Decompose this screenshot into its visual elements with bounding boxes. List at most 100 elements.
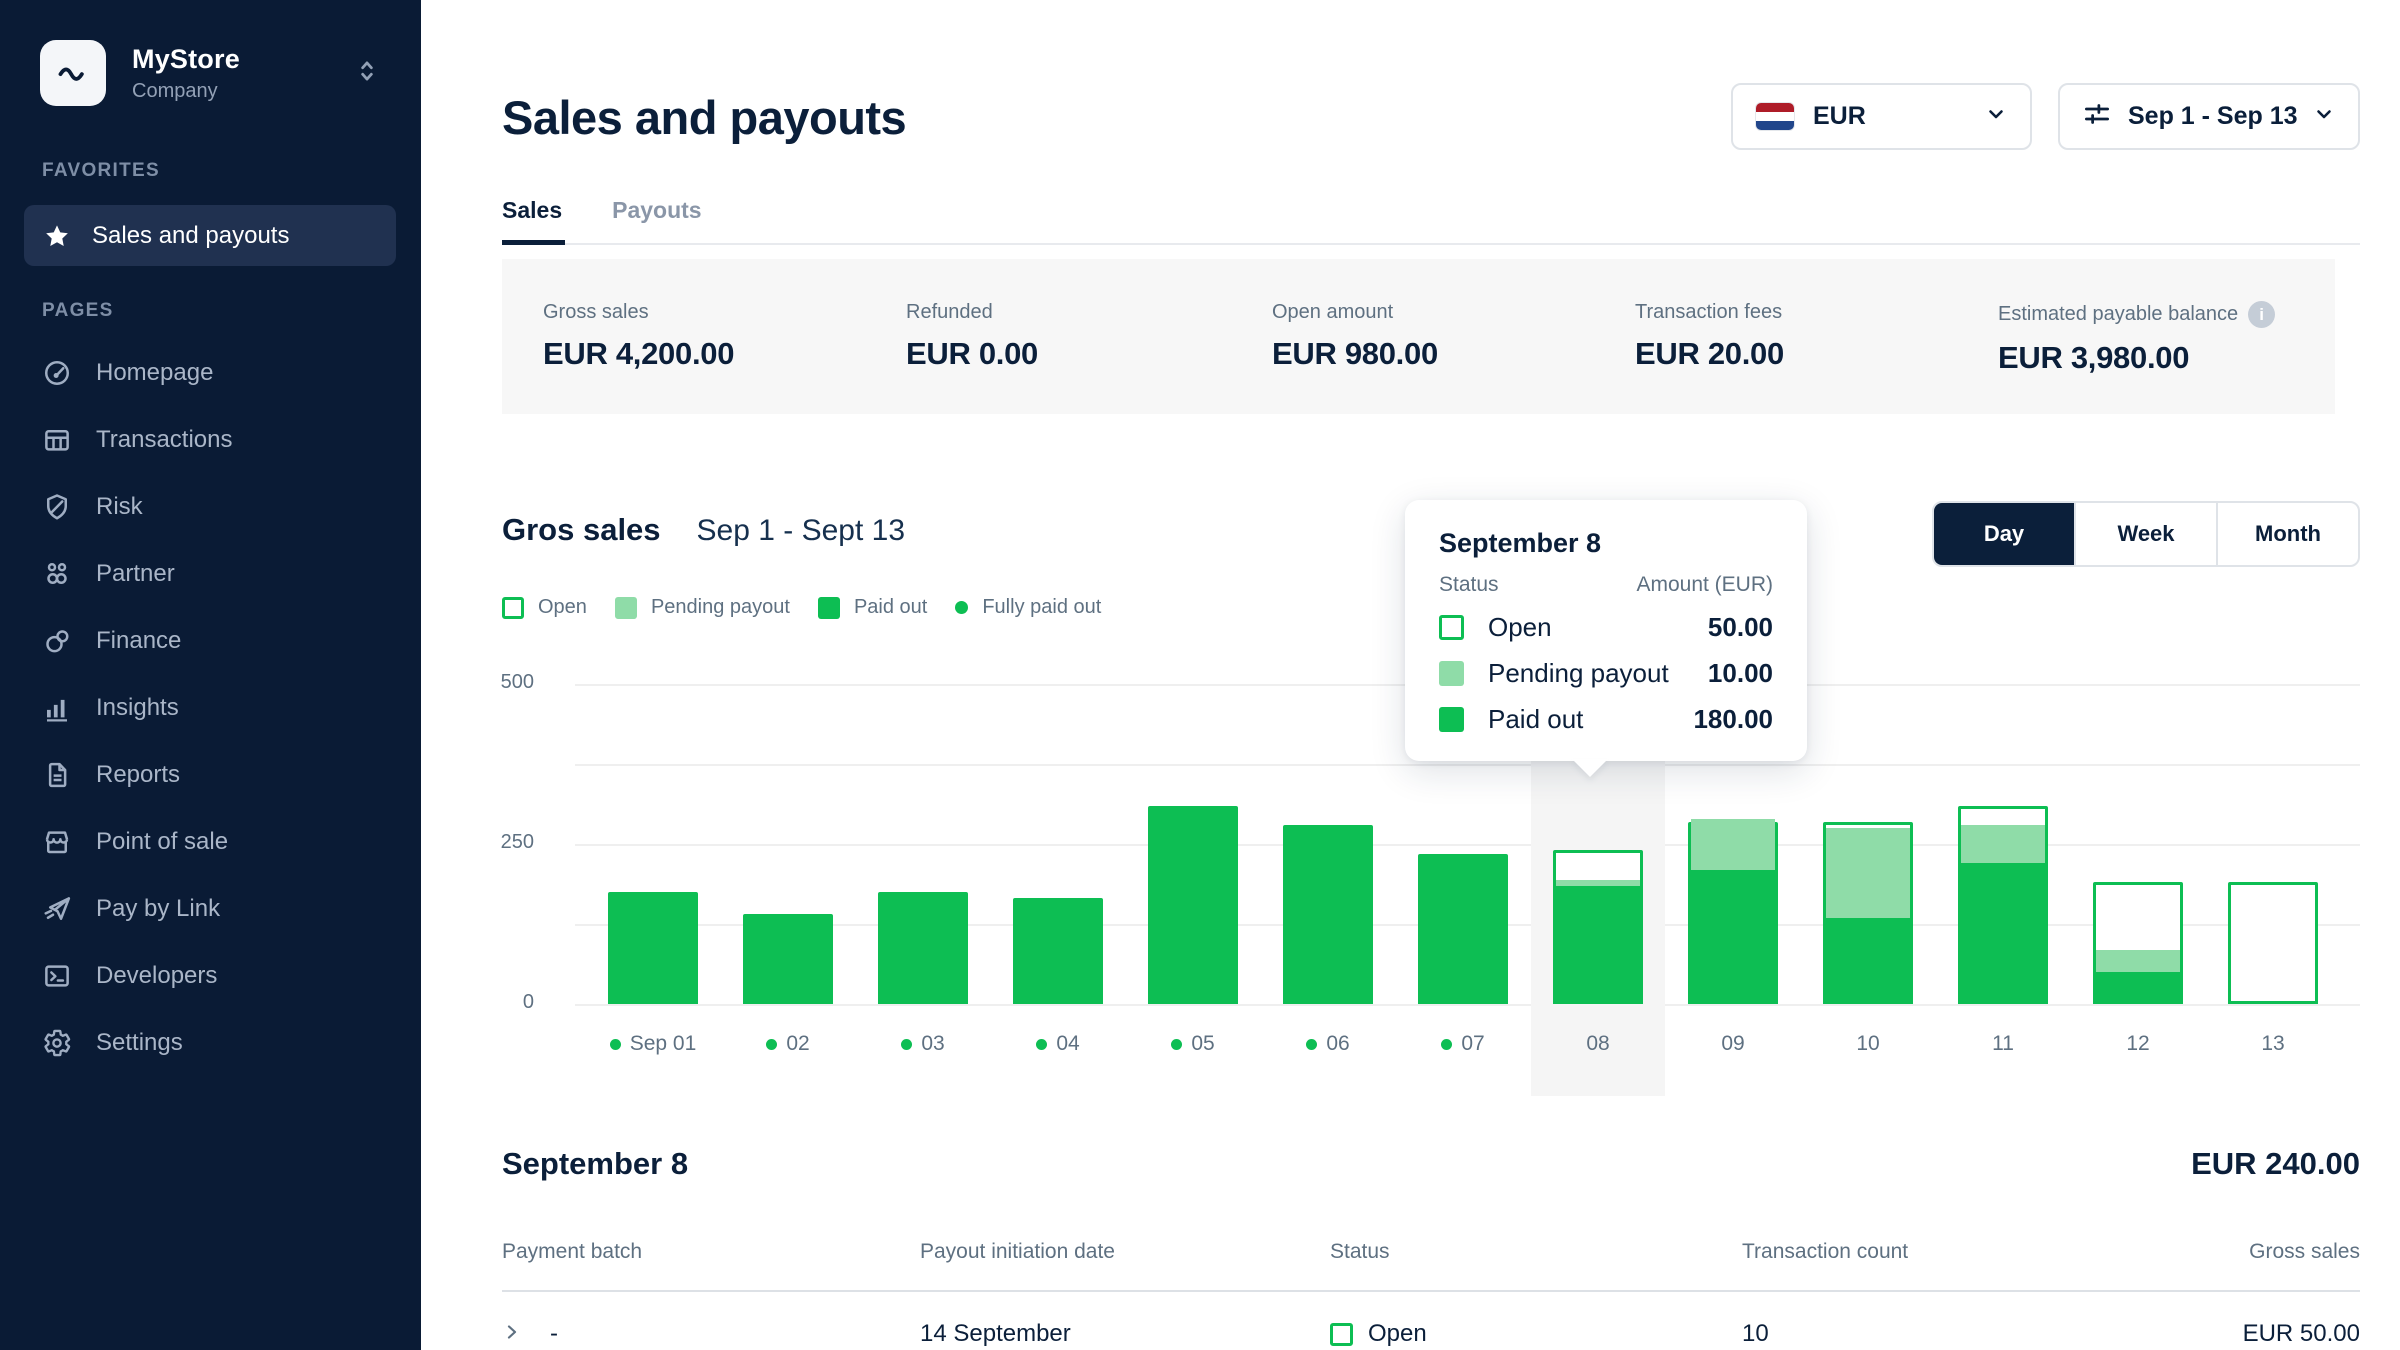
x-axis-label: 13 bbox=[2261, 1032, 2285, 1055]
cell-payment-batch: - bbox=[550, 1320, 558, 1347]
fully-paid-dot-icon bbox=[1171, 1038, 1183, 1050]
toggle-month[interactable]: Month bbox=[2216, 503, 2358, 565]
sidebar-item-finance[interactable]: Finance bbox=[0, 607, 421, 674]
y-axis-tick: 0 bbox=[522, 991, 534, 1013]
sidebar-item-sales-and-payouts[interactable]: Sales and payouts bbox=[24, 205, 396, 266]
tab-payouts[interactable]: Payouts bbox=[612, 197, 702, 223]
gauge-icon bbox=[44, 360, 70, 385]
bar-11[interactable] bbox=[1958, 806, 2048, 1004]
sidebar-item-transactions[interactable]: Transactions bbox=[0, 406, 421, 473]
paid-out-segment bbox=[1556, 886, 1640, 1001]
chevron-down-icon bbox=[2312, 102, 2336, 131]
pending-swatch-icon bbox=[614, 596, 637, 619]
paid-swatch-icon bbox=[1439, 707, 1464, 732]
sidebar-item-label: Point of sale bbox=[96, 827, 229, 855]
x-axis-label: 07 bbox=[1396, 1032, 1530, 1056]
tooltip-column-headers: Status Amount (EUR) bbox=[1439, 573, 1773, 597]
y-axis-tick: 250 bbox=[500, 831, 534, 853]
expand-row-chevron-icon[interactable] bbox=[500, 1318, 524, 1350]
stat-transaction-fees: Transaction fees EUR 20.00 bbox=[1635, 259, 1784, 414]
currency-select[interactable]: EUR bbox=[1731, 83, 2032, 150]
sidebar-item-label: Reports bbox=[96, 760, 181, 788]
storefront-icon bbox=[45, 830, 69, 853]
bar-07[interactable] bbox=[1418, 854, 1508, 1004]
x-axis-label: 08 bbox=[1586, 1032, 1610, 1055]
active-tab-underline bbox=[502, 240, 565, 245]
fully-paid-dot-icon bbox=[609, 1038, 621, 1050]
bar-13[interactable] bbox=[2228, 882, 2318, 1004]
sidebar-item-point-of-sale[interactable]: Point of sale bbox=[0, 808, 421, 875]
pages-section-label: PAGES bbox=[42, 300, 114, 321]
paid-swatch-icon bbox=[817, 596, 840, 619]
stat-value: EUR 980.00 bbox=[1272, 336, 1438, 371]
fully-paid-dot-icon bbox=[955, 601, 969, 614]
info-icon[interactable]: i bbox=[2248, 301, 2276, 328]
fully-paid-dot-icon bbox=[1036, 1038, 1048, 1050]
bar-02[interactable] bbox=[743, 914, 833, 1004]
sidebar-item-label: Insights bbox=[96, 693, 179, 721]
legend-item-pending-payout: Pending payout bbox=[614, 596, 790, 619]
toggle-day[interactable]: Day bbox=[1934, 503, 2074, 565]
sidebar-item-homepage[interactable]: Homepage bbox=[0, 339, 421, 406]
sidebar-item-label: Developers bbox=[96, 961, 218, 989]
sidebar-item-label: Pay by Link bbox=[96, 894, 221, 922]
org-switcher[interactable]: MyStore Company bbox=[40, 40, 380, 106]
sidebar-item-reports[interactable]: Reports bbox=[0, 741, 421, 808]
bar-03[interactable] bbox=[878, 892, 968, 1004]
bar-sep-01[interactable] bbox=[608, 892, 698, 1004]
stat-open-amount: Open amount EUR 980.00 bbox=[1272, 259, 1438, 414]
tooltip-row-pending-payout: Pending payout 10.00 bbox=[1439, 658, 1773, 689]
summary-stats-bar: Gross sales EUR 4,200.00 Refunded EUR 0.… bbox=[502, 259, 2335, 414]
tooltip-title: September 8 bbox=[1439, 528, 1602, 558]
x-axis-label: 11 bbox=[1992, 1032, 2014, 1055]
sidebar-item-partner[interactable]: Partner bbox=[0, 540, 421, 607]
tooltip-row-open: Open 50.00 bbox=[1439, 612, 1773, 643]
open-swatch-icon bbox=[1439, 615, 1464, 640]
col-header-payment-batch: Payment batch bbox=[502, 1240, 643, 1263]
sidebar-item-risk[interactable]: Risk bbox=[0, 473, 421, 540]
tab-sales[interactable]: Sales bbox=[502, 197, 563, 223]
bar-05[interactable] bbox=[1148, 806, 1238, 1004]
tooltip-arrow bbox=[1572, 759, 1608, 777]
sidebar-item-developers[interactable]: Developers bbox=[0, 942, 421, 1009]
wave-icon bbox=[58, 67, 84, 81]
gridline bbox=[575, 844, 2360, 846]
bar-04[interactable] bbox=[1013, 898, 1103, 1004]
x-axis-label: 04 bbox=[991, 1032, 1125, 1056]
tabs: Sales Payouts bbox=[502, 197, 702, 224]
sidebar-item-insights[interactable]: Insights bbox=[0, 674, 421, 741]
sidebar-item-settings[interactable]: Settings bbox=[0, 1009, 421, 1076]
chart-subtitle: Sep 1 - Sept 13 bbox=[696, 514, 906, 547]
col-header-gross-sales: Gross sales bbox=[2249, 1240, 2360, 1263]
bar-09[interactable] bbox=[1688, 819, 1778, 1004]
sidebar-nav: Homepage Transactions Risk Partner Finan… bbox=[0, 339, 421, 1076]
tooltip-status-header: Status bbox=[1439, 573, 1499, 596]
bar-06[interactable] bbox=[1283, 825, 1373, 1004]
shield-slash-icon bbox=[47, 493, 67, 519]
org-names: MyStore Company bbox=[132, 44, 346, 103]
open-swatch-icon bbox=[502, 596, 524, 619]
stat-label: Refunded bbox=[906, 301, 993, 323]
legend-item-open: Open bbox=[502, 596, 587, 619]
legend-item-fully-paid-out: Fully paid out bbox=[955, 596, 1101, 619]
coins-icon bbox=[46, 629, 69, 652]
bar-08[interactable] bbox=[1553, 850, 1643, 1004]
y-axis-tick: 500 bbox=[500, 671, 534, 693]
tooltip-row-paid-out: Paid out 180.00 bbox=[1439, 704, 1773, 735]
pending-swatch-icon bbox=[1439, 661, 1464, 686]
select-up-down-icon[interactable] bbox=[354, 56, 380, 91]
sidebar-item-pay-by-link[interactable]: Pay by Link bbox=[0, 875, 421, 942]
bar-12[interactable] bbox=[2093, 882, 2183, 1004]
pending-payout-segment bbox=[1691, 819, 1775, 870]
sidebar-item-label: Settings bbox=[96, 1028, 183, 1056]
document-icon bbox=[48, 762, 67, 787]
netherlands-flag-icon bbox=[1755, 102, 1795, 131]
stat-label: Transaction fees bbox=[1635, 301, 1783, 323]
date-range-select[interactable]: Sep 1 - Sep 13 bbox=[2058, 83, 2360, 150]
toggle-week[interactable]: Week bbox=[2074, 503, 2216, 565]
table-icon bbox=[45, 429, 69, 451]
bar-10[interactable] bbox=[1823, 822, 1913, 1004]
org-name: MyStore bbox=[132, 43, 240, 74]
stat-value: EUR 4,200.00 bbox=[543, 336, 735, 371]
